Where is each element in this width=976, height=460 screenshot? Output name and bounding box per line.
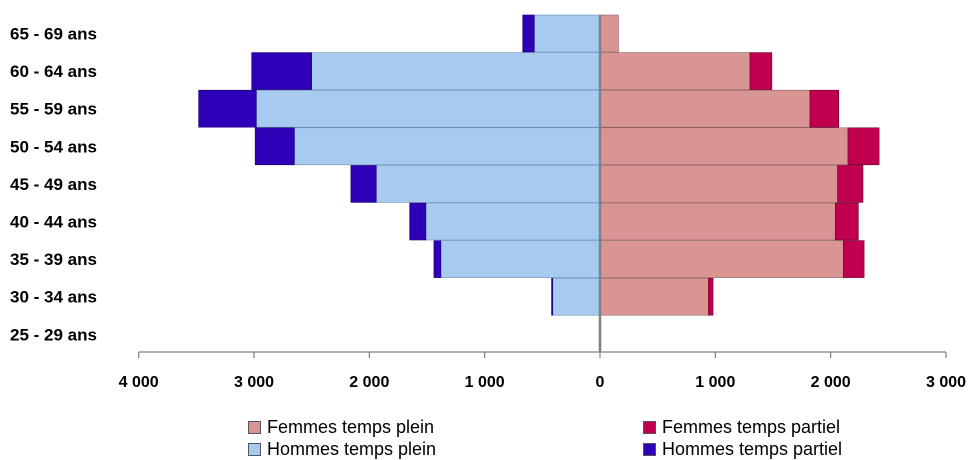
category-label: 35 - 39 ans (10, 250, 97, 269)
bar-hommes-temps-plein (375, 165, 601, 203)
bar-femmes-temps-partiel (847, 127, 880, 166)
population-pyramid-chart: 25 - 29 ans 30 - 34 ans 35 - 39 ans 40 - 44… (10, 14, 966, 392)
legend-label: Hommes temps plein (267, 439, 437, 459)
x-tick-label: 3 000 (234, 374, 274, 391)
legend-swatch (643, 421, 656, 434)
legend-swatch (643, 443, 656, 456)
bar-hommes-temps-plein (533, 14, 601, 53)
bar-hommes-temps-plein (256, 89, 601, 128)
bar-femmes-temps-partiel (837, 165, 864, 203)
legend-item: Femmes temps partiel (643, 417, 840, 438)
bar-hommes-temps-plein (294, 127, 601, 166)
bar-femmes-temps-partiel (834, 202, 859, 241)
legend-item: Hommes temps partiel (643, 439, 842, 460)
category-label: 30 - 34 ans (10, 288, 97, 307)
bar-femmes-temps-plein (599, 202, 836, 241)
bar-femmes-temps-partiel (708, 277, 714, 316)
bar-femmes-temps-plein (599, 14, 619, 53)
legend: Femmes temps plein Femmes temps partiel Ho… (0, 415, 976, 459)
x-tick-label: 4 000 (119, 374, 159, 391)
bar-hommes-temps-partiel (522, 14, 535, 53)
bar-hommes-temps-plein (552, 277, 601, 316)
x-tick-label: 1 000 (465, 374, 505, 391)
bar-femmes-temps-partiel (843, 240, 865, 278)
legend-swatch (248, 443, 261, 456)
bar-hommes-temps-plein (311, 52, 601, 90)
bar-hommes-temps-partiel (551, 277, 554, 316)
bars-group (198, 14, 880, 316)
category-label: 45 - 49 ans (10, 175, 97, 194)
bar-hommes-temps-partiel (409, 202, 427, 241)
bar-hommes-temps-plein (425, 202, 601, 241)
bar-femmes-temps-plein (599, 240, 844, 278)
x-tick-label: 0 (596, 374, 605, 391)
bar-hommes-temps-partiel (254, 127, 295, 166)
legend-swatch (248, 421, 261, 434)
bar-hommes-temps-partiel (350, 165, 377, 203)
bar-femmes-temps-plein (599, 127, 849, 166)
labels-group: 25 - 29 ans 30 - 34 ans 35 - 39 ans 40 - 44… (10, 25, 966, 392)
bar-femmes-temps-plein (599, 52, 751, 90)
bar-hommes-temps-partiel (251, 52, 312, 90)
legend-label: Femmes temps partiel (662, 417, 841, 437)
category-label: 65 - 69 ans (10, 25, 97, 44)
bar-femmes-temps-plein (599, 277, 709, 316)
bar-femmes-temps-plein (599, 89, 811, 128)
bar-femmes-temps-partiel (749, 52, 773, 90)
category-label: 25 - 29 ans (10, 325, 97, 344)
bar-hommes-temps-partiel (198, 89, 257, 128)
bar-femmes-temps-partiel (809, 89, 840, 128)
legend-item: Hommes temps plein (248, 439, 436, 460)
x-tick-label: 2 000 (349, 374, 389, 391)
category-label: 55 - 59 ans (10, 100, 97, 119)
legend-label: Hommes temps partiel (662, 439, 843, 459)
category-label: 40 - 44 ans (10, 213, 97, 232)
bar-femmes-temps-plein (599, 165, 838, 203)
bar-hommes-temps-partiel (433, 240, 442, 278)
legend-label: Femmes temps plein (267, 417, 435, 437)
axes-group (138, 15, 947, 358)
legend-item: Femmes temps plein (248, 417, 434, 438)
category-label: 50 - 54 ans (10, 137, 97, 156)
x-tick-label: 3 000 (926, 374, 966, 391)
x-tick-label: 1 000 (695, 374, 735, 391)
x-tick-label: 2 000 (811, 374, 851, 391)
bar-hommes-temps-plein (440, 240, 601, 278)
category-label: 60 - 64 ans (10, 62, 97, 81)
